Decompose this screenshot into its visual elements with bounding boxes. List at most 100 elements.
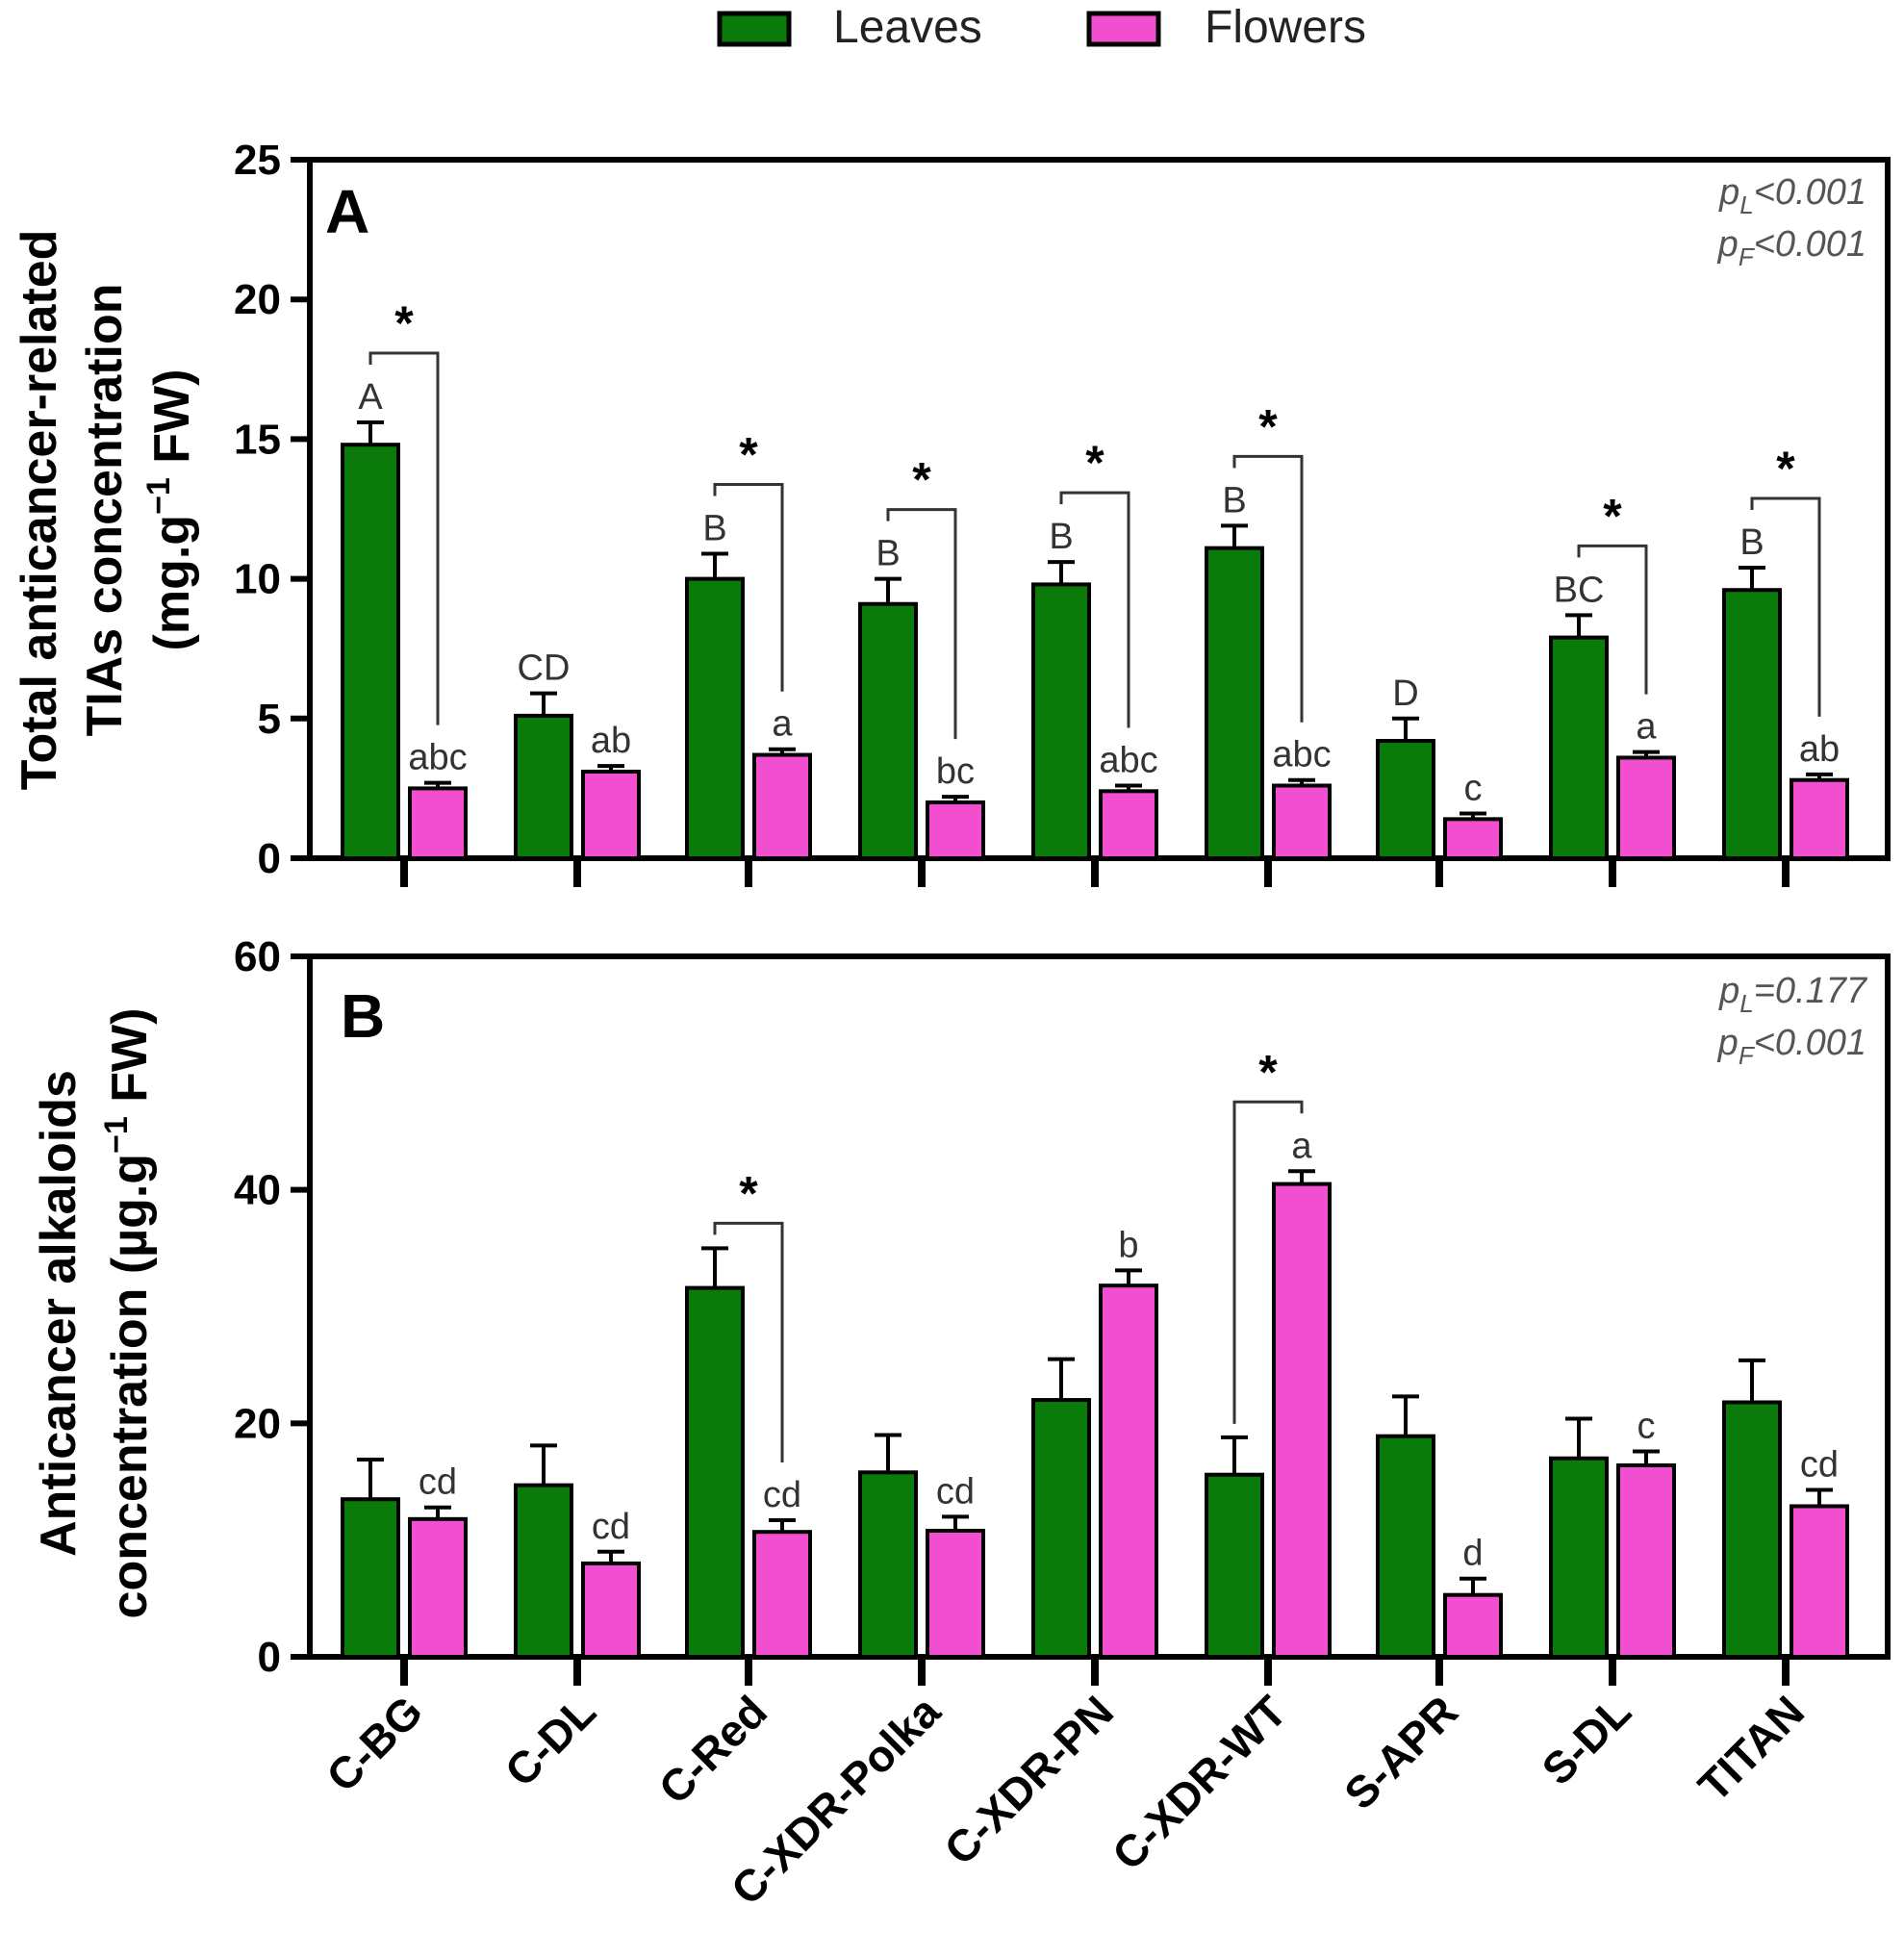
panel-b-bar-flowers xyxy=(1790,1504,1849,1659)
x-category-label: S-DL xyxy=(1532,1686,1640,1794)
panel-b-bar-flowers xyxy=(581,1561,641,1660)
panel-a-bar-flowers xyxy=(1099,789,1158,861)
panel-a-significance-star: * xyxy=(1258,399,1278,453)
panel-a-leaves-letter: BC xyxy=(1554,570,1605,610)
panel-b-flowers-letter: cd xyxy=(936,1471,975,1512)
panel-b-bar-flowers xyxy=(1272,1182,1332,1659)
legend-label-flowers: Flowers xyxy=(1205,2,1366,53)
panel-b-flowers-letter: cd xyxy=(1800,1444,1839,1485)
panel-b-pf: pF<0.001 xyxy=(1717,1023,1866,1070)
panel-a-bar-leaves xyxy=(685,576,745,860)
panel-a-bar-leaves xyxy=(341,443,400,860)
x-category-label: C-XDR-PN xyxy=(934,1686,1123,1874)
panel-a-bar-flowers xyxy=(1443,817,1503,860)
panel-b-flowers-letter: a xyxy=(1291,1126,1312,1166)
panel-a-significance-star: * xyxy=(1776,442,1795,496)
panel-b: 0 20 40 60 cd cd cd * cd b a * d c cd B pL=0.177 pF<0.… xyxy=(31,933,1891,1686)
panel-a-ylabel-line2: TIAs concentration xyxy=(77,284,133,737)
panel-a-significance-bracket xyxy=(1750,496,1821,717)
panel-a-bar-flowers xyxy=(581,769,641,861)
panel-b-bar-flowers xyxy=(1616,1463,1676,1659)
panel-a-bar-flowers xyxy=(408,786,468,861)
panel-b-bar-flowers xyxy=(926,1528,985,1659)
panel-a-letter: A xyxy=(325,177,369,246)
panel-a-ytick-label: 5 xyxy=(258,696,281,743)
panel-b-ytick-label: 20 xyxy=(234,1400,281,1447)
panel-a-significance-star: * xyxy=(912,453,931,507)
panel-a-significance-star: * xyxy=(1085,436,1104,490)
panel-a-leaves-letter: A xyxy=(358,377,383,418)
panel-b-flowers-letter: b xyxy=(1118,1225,1138,1265)
panel-a-bar-leaves xyxy=(1205,546,1264,860)
panel-b-letter: B xyxy=(341,981,385,1051)
panel-a-leaves-letter: B xyxy=(702,508,726,548)
panel-a-bar-leaves xyxy=(1376,739,1435,860)
panel-a-flowers-letter: c xyxy=(1464,769,1483,809)
panel-a-flowers-letter: ab xyxy=(1799,729,1840,770)
panel-b-bar-leaves xyxy=(685,1285,745,1659)
panel-a-significance-star: * xyxy=(739,427,758,481)
panel-a-leaves-letter: D xyxy=(1392,674,1418,714)
panel-b-ytick-label: 0 xyxy=(258,1634,281,1681)
panel-a-bar-flowers xyxy=(926,800,985,860)
panel-b-bar-leaves xyxy=(1031,1398,1091,1659)
panel-a-bar-flowers xyxy=(1790,777,1849,860)
panel-b-flowers-letter: cd xyxy=(592,1507,630,1547)
panel-a-bar-flowers xyxy=(1616,755,1676,860)
panel-a-bar-leaves xyxy=(1549,635,1609,860)
panel-b-bar-flowers xyxy=(408,1516,468,1659)
x-axis-category-labels: C-BG C-DL C-RedC-XDR-PolkaC-XDR-PNC-XDR-WT… xyxy=(317,1686,1814,1915)
panel-b-ylabel-line1: Anticancer alkaloids xyxy=(31,1070,87,1557)
panel-b-bar-flowers xyxy=(1099,1283,1158,1660)
panel-a-y-axis-title: Total anticancer-related TIAs concentrat… xyxy=(12,230,200,791)
panel-a-significance-bracket xyxy=(1059,491,1130,728)
panel-a-flowers-letter: abc xyxy=(1099,740,1157,780)
panel-a-bar-leaves xyxy=(1722,588,1782,860)
panel-a-significance-star: * xyxy=(394,296,414,350)
panel-a-leaves-letter: B xyxy=(876,534,900,574)
panel-b-flowers-letter: cd xyxy=(763,1475,801,1515)
panel-b-bar-leaves xyxy=(1376,1434,1435,1660)
x-category-label: C-XDR-WT xyxy=(1103,1686,1296,1879)
panel-a-ylabel-line1: Total anticancer-related xyxy=(12,230,67,791)
panel-a-significance-bracket xyxy=(368,351,440,725)
panel-a-flowers-letter: abc xyxy=(1272,735,1331,775)
panel-b-flowers-letter: d xyxy=(1462,1534,1483,1574)
panel-a-flowers-letter: ab xyxy=(591,721,631,761)
panel-a-significance-star: * xyxy=(1603,489,1622,543)
panel-a-bar-leaves xyxy=(858,601,918,861)
x-category-label: C-BG xyxy=(317,1686,432,1801)
panel-b-y-axis-title: Anticancer alkaloids concentration (µg.g… xyxy=(31,1008,158,1619)
panel-b-ylabel-line2: concentration (µg.g−1 FW) xyxy=(98,1008,158,1619)
panel-b-pl: pL=0.177 xyxy=(1718,971,1868,1018)
panel-a-ytick-label: 15 xyxy=(234,416,281,463)
panel-b-bar-leaves xyxy=(1722,1400,1782,1659)
panel-a-bar-leaves xyxy=(514,713,573,860)
legend-swatch-leaves xyxy=(717,11,792,47)
panel-b-bar-leaves xyxy=(858,1470,918,1659)
panel-a-leaves-letter: CD xyxy=(518,648,571,689)
panel-a-ytick-label: 20 xyxy=(234,276,281,323)
panel-b-flowers-letter: cd xyxy=(419,1462,457,1503)
panel-a-bar-leaves xyxy=(1031,582,1091,861)
panel-b-bar-leaves xyxy=(1549,1456,1609,1659)
legend-label-leaves: Leaves xyxy=(833,2,982,53)
panel-a-leaves-letter: B xyxy=(1739,522,1764,563)
panel-a-significance-bracket xyxy=(713,482,784,692)
panel-b-bar-leaves xyxy=(1205,1472,1264,1659)
panel-a-flowers-letter: abc xyxy=(408,738,467,778)
panel-a-significance-bracket xyxy=(1232,454,1304,723)
panel-a-ytick-label: 25 xyxy=(234,137,281,184)
x-category-label: TITAN xyxy=(1688,1686,1814,1811)
panel-a-bar-flowers xyxy=(752,752,812,860)
panel-a-flowers-letter: a xyxy=(772,704,793,745)
panel-b-bar-leaves xyxy=(514,1483,573,1660)
legend-swatch-flowers xyxy=(1086,11,1161,47)
panel-a-bar-flowers xyxy=(1272,783,1332,860)
panel-b-ytick-label: 60 xyxy=(234,933,281,980)
panel-b-significance-star: * xyxy=(1258,1045,1278,1099)
panel-a-leaves-letter: B xyxy=(1049,517,1073,557)
